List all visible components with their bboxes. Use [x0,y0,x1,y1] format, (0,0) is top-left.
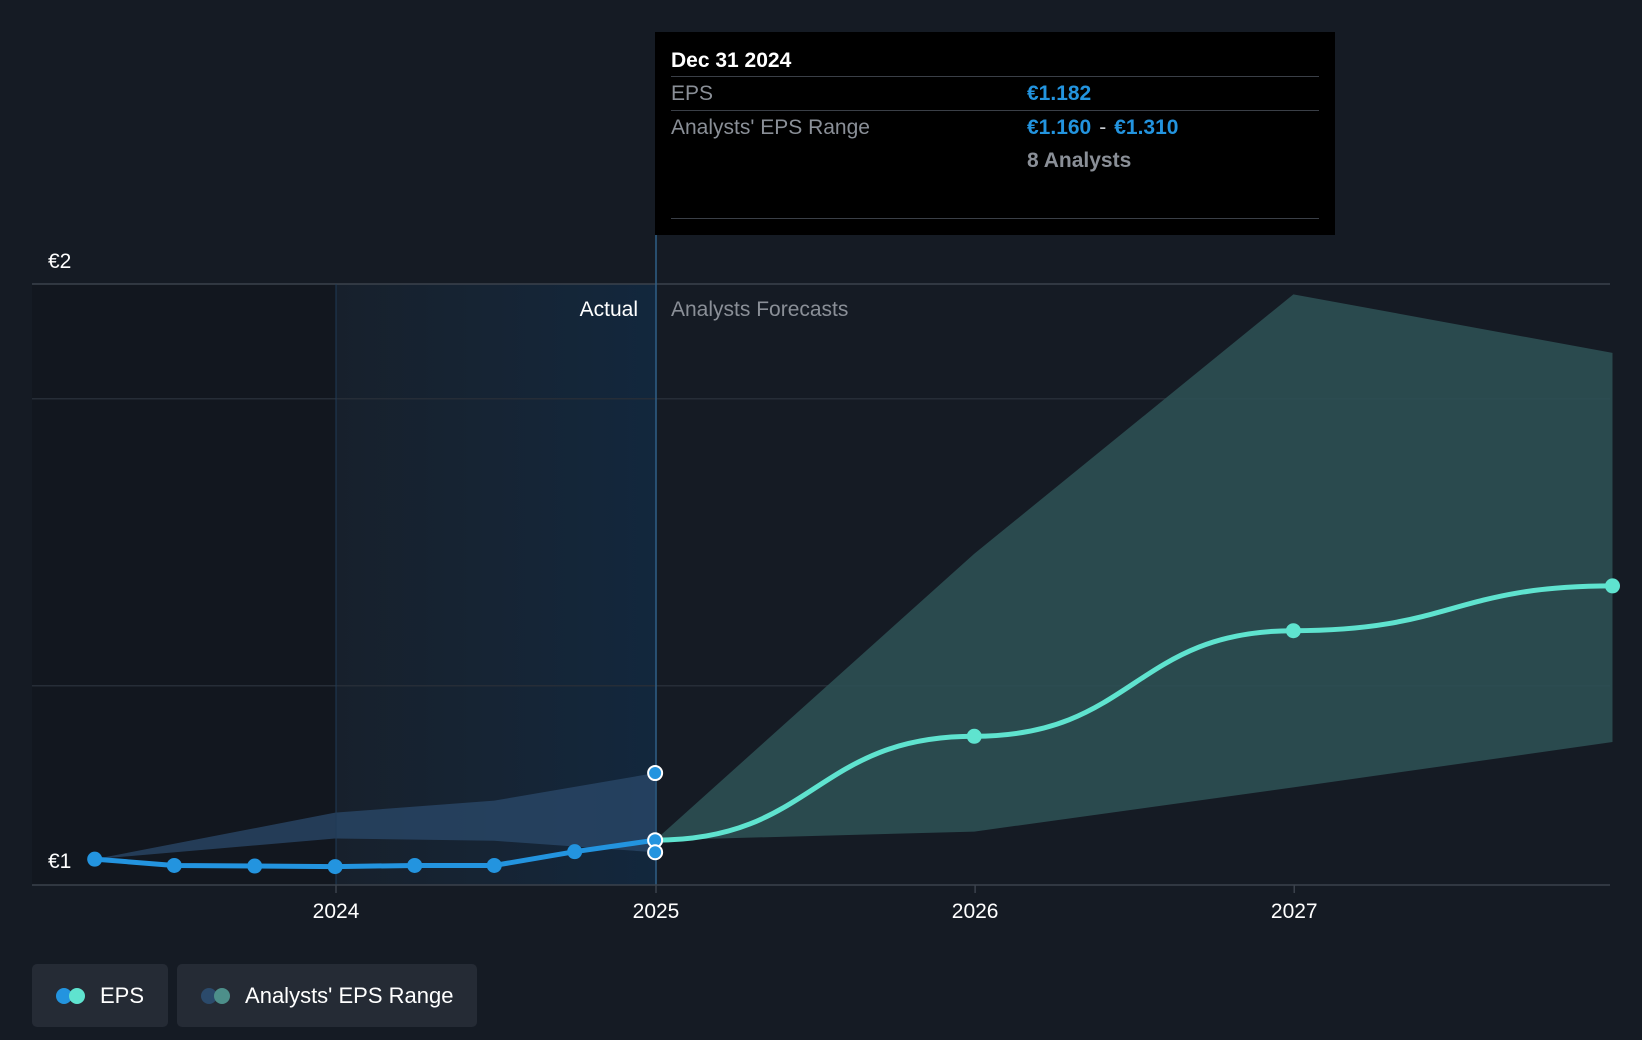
eps-line [92,837,658,870]
tooltip-eps-row: EPS €1.182 [671,76,1319,110]
eps-range-area [94,773,656,860]
legend-eps-dot-forecast [69,987,85,1004]
legend-item-eps-range[interactable]: Analysts' EPS Range [177,964,478,1027]
tooltip-analysts-row: 8 Analysts [671,144,1319,177]
tooltip-analyst-count: 8 Analysts [1027,149,1132,172]
eps-point[interactable] [486,857,502,873]
forecast-label: Analysts Forecasts [671,298,848,321]
tooltip-range-label: Analysts' EPS Range [671,116,870,139]
legend-eps-dot-actual [56,987,72,1004]
legend-range-label: Analysts' EPS Range [245,982,454,1008]
legend-eps-swatch [56,987,86,1004]
eps-point[interactable] [1285,623,1301,639]
range-point[interactable] [647,844,664,861]
legend-range-dot-forecast [214,987,231,1004]
x-tick-label: 2024 [313,900,360,923]
pre-actual-shade [32,284,336,885]
eps-range-area [655,294,1613,841]
tooltip-range-separator: - [1099,116,1107,139]
legend-range-swatch [201,987,231,1004]
tooltip-eps-value: €1.182 [1027,82,1092,105]
legend-eps-label: EPS [100,982,145,1008]
legend: EPS Analysts' EPS Range [32,964,478,1027]
eps-point[interactable] [407,857,423,873]
tooltip-eps-label: EPS [671,82,714,105]
y-tick-label: €2 [48,250,71,273]
range-point[interactable] [647,765,664,782]
eps-point[interactable] [1605,578,1621,594]
tooltip-date: Dec 31 2024 [671,49,792,72]
eps-point[interactable] [567,844,583,860]
legend-range-dot-actual [201,987,218,1004]
legend-item-eps[interactable]: EPS [32,964,169,1027]
x-tick-label: 2026 [952,900,999,923]
eps-point[interactable] [87,851,103,867]
eps-point[interactable] [166,857,182,873]
y-tick-label: €1 [48,850,71,873]
x-tick-label: 2027 [1271,900,1318,923]
tooltip-range-high: €1.310 [1114,116,1179,139]
eps-line [652,583,1615,843]
eps-point[interactable] [966,728,982,744]
tooltip-divider [671,218,1319,219]
tooltip: Dec 31 2024 EPS €1.182 Analysts' EPS Ran… [655,32,1335,235]
tooltip-range-low: €1.160 [1027,116,1092,139]
eps-point[interactable] [327,859,343,875]
x-tick-label: 2025 [633,900,680,923]
actual-label: Actual [580,298,638,321]
eps-point[interactable] [247,858,263,874]
tooltip-range-row: Analysts' EPS Range €1.160- €1.310 [671,110,1319,144]
